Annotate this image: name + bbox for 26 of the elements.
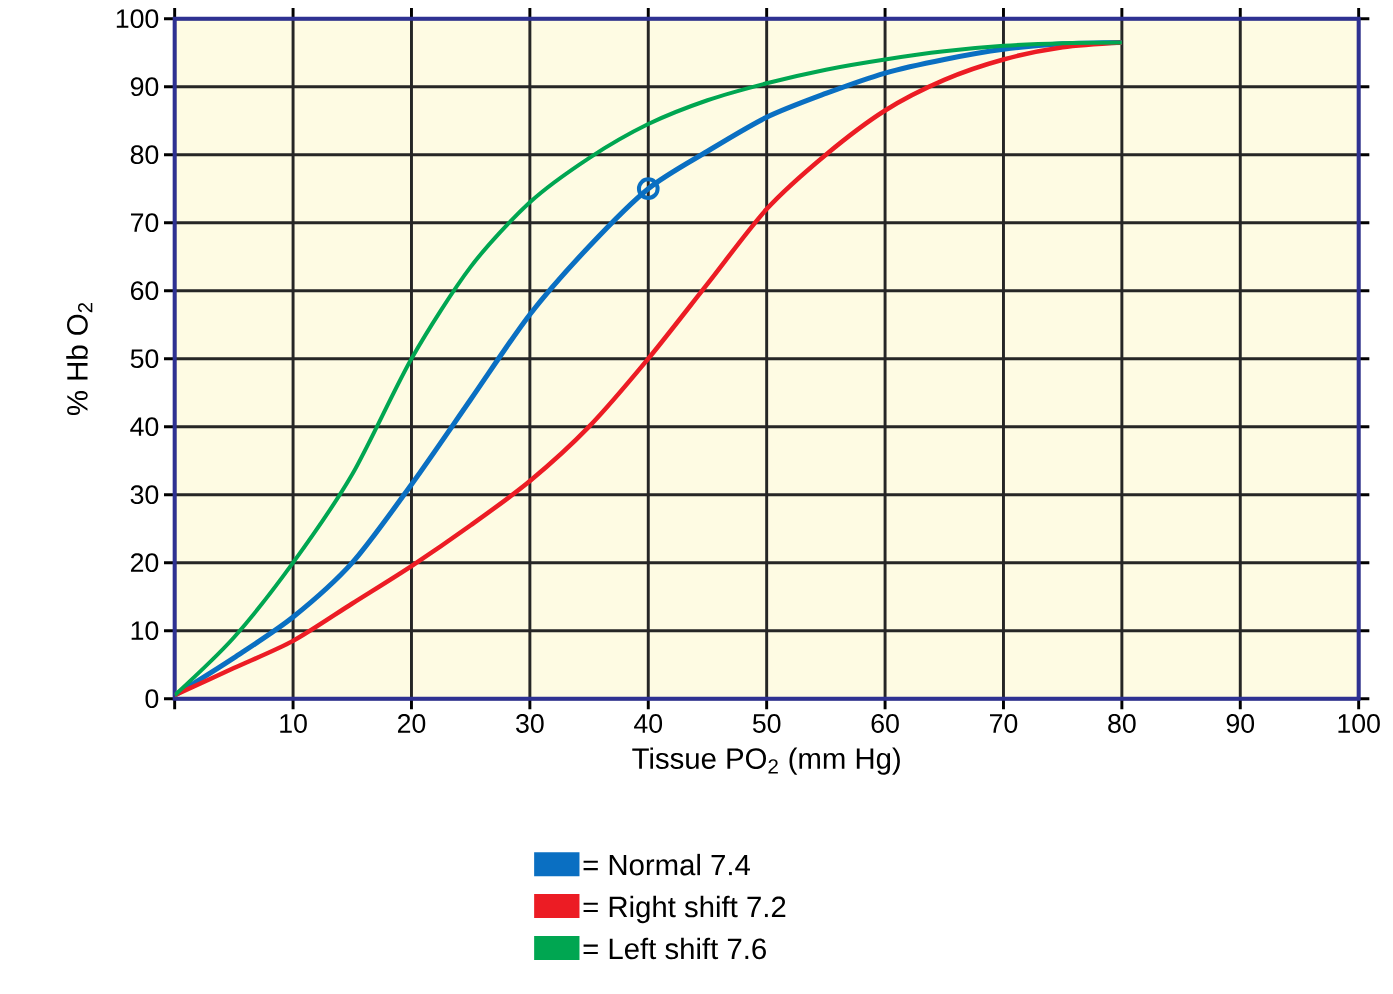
y-tick-label: 70 bbox=[130, 213, 159, 233]
y-tick-label: 40 bbox=[130, 417, 159, 437]
x-tick-label: 90 bbox=[1226, 714, 1255, 733]
legend-label: = Left shift 7.6 bbox=[583, 937, 766, 960]
x-tick-label: 60 bbox=[871, 714, 899, 733]
y-tick-label: 20 bbox=[130, 553, 159, 573]
y-tick-label: 50 bbox=[130, 349, 159, 369]
y-tick-label: 60 bbox=[130, 281, 159, 301]
y-tick-label: 80 bbox=[130, 145, 159, 165]
y-tick-label: 0 bbox=[145, 689, 159, 709]
y-tick-label: 100 bbox=[116, 9, 159, 29]
legend-label: = Normal 7.4 bbox=[583, 853, 750, 876]
x-axis-title: Tissue PO$_{2}$ (mm Hg) bbox=[632, 747, 900, 775]
x-tick-label: 50 bbox=[752, 714, 781, 733]
x-tick-label: 10 bbox=[280, 714, 307, 733]
legend-label: = Right shift 7.2 bbox=[583, 895, 786, 924]
y-tick-label: 10 bbox=[131, 621, 159, 641]
x-tick-label: 100 bbox=[1338, 714, 1380, 733]
x-tick-label: 70 bbox=[990, 714, 1018, 733]
x-tick-label: 40 bbox=[634, 714, 663, 733]
x-tick-label: 80 bbox=[1108, 714, 1136, 733]
y-axis-title: % Hb O$_{2}$ bbox=[66, 302, 93, 416]
y-tick-label: 30 bbox=[130, 485, 159, 505]
y-tick-label: 90 bbox=[130, 77, 159, 97]
x-tick-label: 20 bbox=[397, 714, 426, 733]
x-tick-label: 30 bbox=[516, 714, 544, 733]
